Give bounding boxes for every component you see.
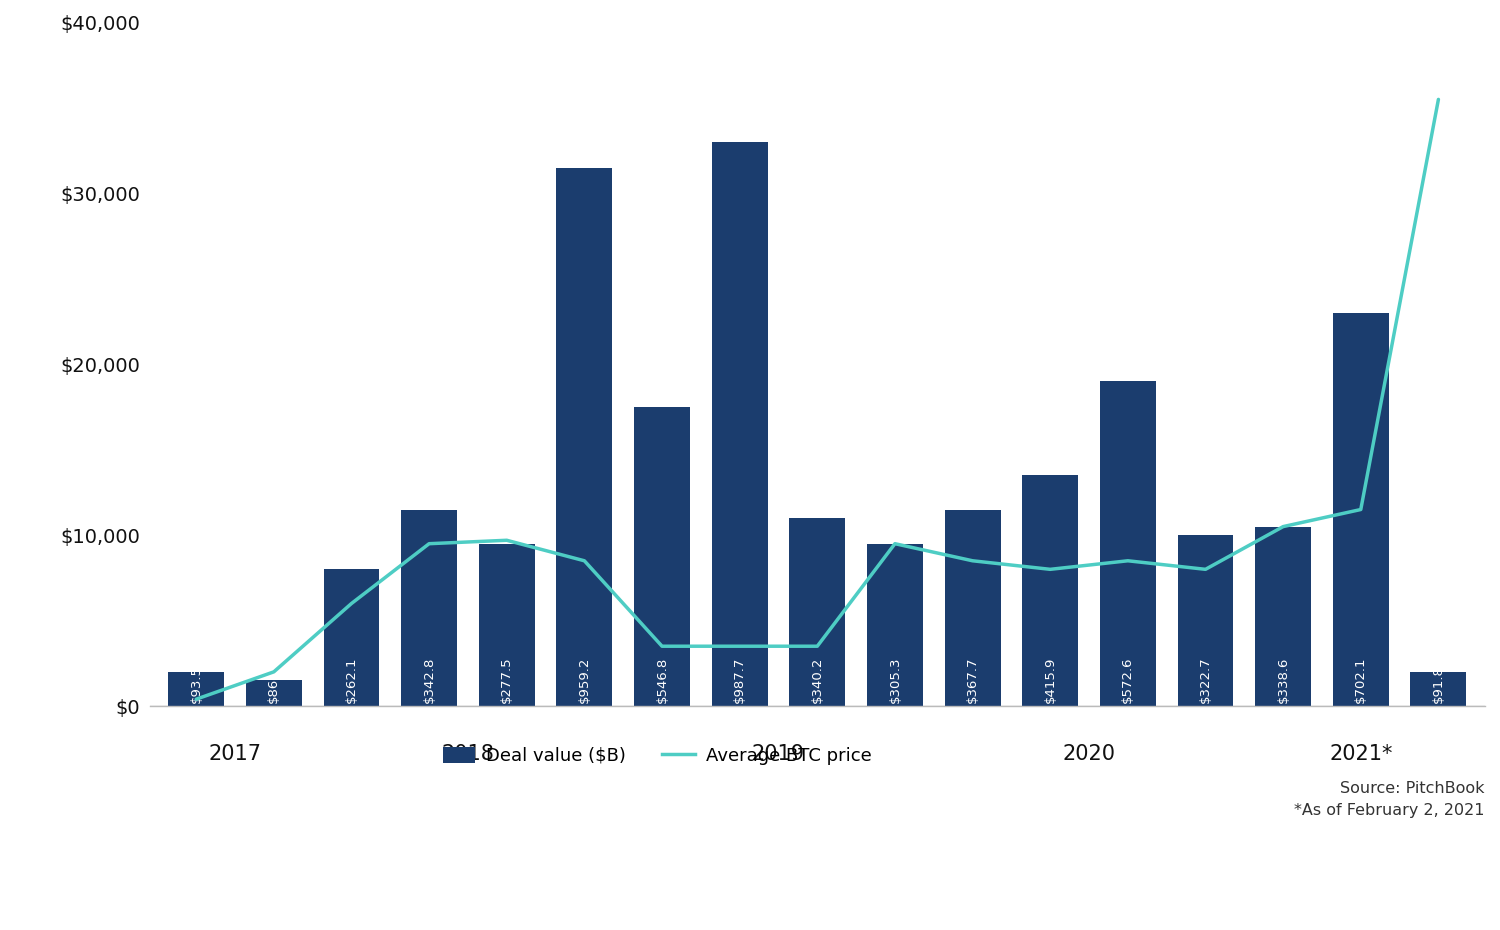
Text: 2018: 2018 <box>441 744 495 764</box>
Text: 2017: 2017 <box>209 744 261 764</box>
Text: 2019: 2019 <box>752 744 806 764</box>
Bar <box>556 167 612 706</box>
Bar <box>478 544 534 706</box>
Text: $367.7: $367.7 <box>966 656 980 702</box>
Text: $340.2: $340.2 <box>812 657 824 702</box>
Bar <box>168 671 224 706</box>
Text: 2021*: 2021* <box>1329 744 1392 764</box>
Legend: Deal value ($B), Average BTC price: Deal value ($B), Average BTC price <box>435 739 879 772</box>
Text: $91.8: $91.8 <box>1432 665 1444 702</box>
Bar <box>400 510 457 706</box>
Text: $322.7: $322.7 <box>1198 656 1212 702</box>
Text: $546.8: $546.8 <box>656 657 669 702</box>
Text: $93.5: $93.5 <box>189 665 202 702</box>
Text: $702.1: $702.1 <box>1354 656 1368 702</box>
Bar <box>324 569 380 706</box>
Bar <box>1178 535 1233 706</box>
Text: $342.8: $342.8 <box>423 657 435 702</box>
Text: $86.6: $86.6 <box>267 665 280 702</box>
Text: $277.5: $277.5 <box>500 656 513 702</box>
Bar <box>789 518 844 706</box>
Text: $262.1: $262.1 <box>345 656 358 702</box>
Bar <box>246 681 302 706</box>
Text: $305.3: $305.3 <box>888 656 902 702</box>
Bar <box>1410 671 1467 706</box>
Text: $959.2: $959.2 <box>578 657 591 702</box>
Bar <box>711 142 768 706</box>
Text: $572.6: $572.6 <box>1122 656 1134 702</box>
Text: $338.6: $338.6 <box>1276 657 1290 702</box>
Bar <box>634 407 690 706</box>
Text: $987.7: $987.7 <box>734 657 746 702</box>
Text: $415.9: $415.9 <box>1044 657 1056 702</box>
Text: 2020: 2020 <box>1062 744 1116 764</box>
Text: Source: PitchBook
*As of February 2, 2021: Source: PitchBook *As of February 2, 202… <box>1294 781 1485 818</box>
Bar <box>1256 526 1311 706</box>
Bar <box>1023 475 1078 706</box>
Bar <box>945 510 1000 706</box>
Bar <box>1334 313 1389 706</box>
Bar <box>1100 381 1156 706</box>
Bar <box>867 544 922 706</box>
